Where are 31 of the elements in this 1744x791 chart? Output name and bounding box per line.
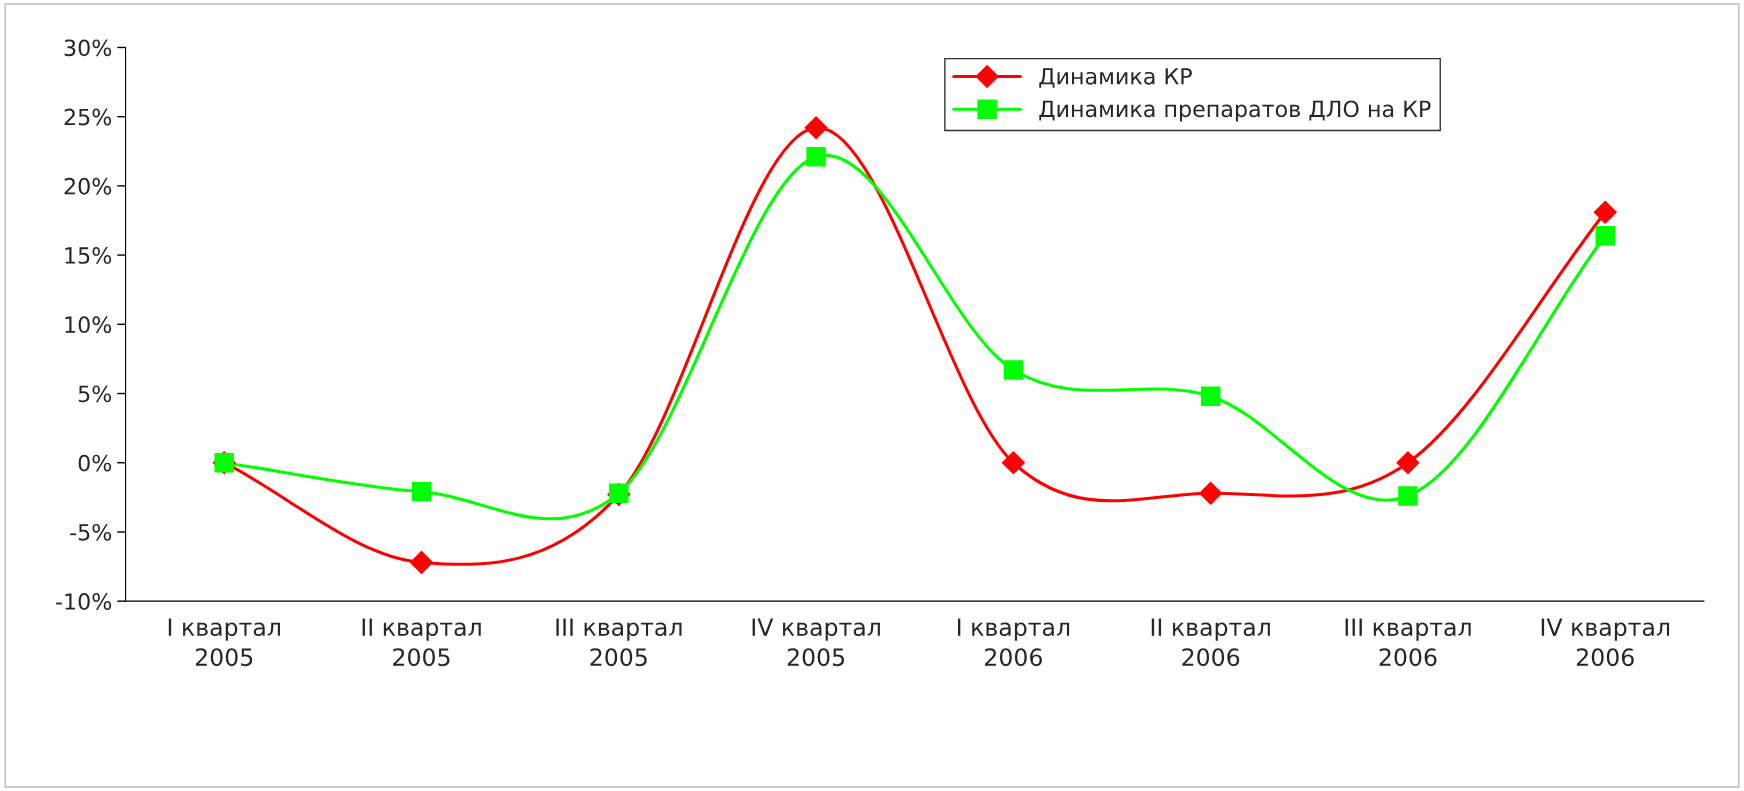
y-tick-label: 25% — [64, 108, 112, 126]
y-tick-label: 5% — [78, 385, 112, 403]
x-tick-label: I квартал 2005 — [168, 618, 280, 667]
x-tick-label: III квартал 2006 — [1345, 618, 1471, 667]
y-tick-label: 10% — [65, 316, 112, 334]
point — [1396, 451, 1420, 475]
point — [1595, 225, 1615, 246]
x-tick-label: IV квартал 2006 — [1541, 618, 1670, 667]
x-tick-label: III квартал 2005 — [556, 618, 682, 667]
y-tick-label: -10% — [56, 593, 112, 610]
point — [1003, 360, 1024, 380]
point — [1001, 451, 1025, 475]
x-tick-label: II квартал 2006 — [1151, 618, 1270, 667]
y-tick-label: 15% — [65, 247, 112, 264]
point — [804, 116, 828, 140]
point — [1398, 486, 1418, 506]
point — [1200, 386, 1221, 407]
point — [806, 147, 826, 167]
x-tick-label: IV квартал 2005 — [752, 618, 880, 667]
x-tick-label: II квартал 2005 — [362, 618, 481, 667]
point — [411, 482, 432, 502]
y-tick-label: 20% — [64, 177, 112, 195]
y-tick-label: 0% — [78, 454, 112, 472]
y-tick-label: -5% — [70, 523, 112, 541]
x-tick-label: I квартал 2006 — [957, 618, 1070, 667]
legend-label: Динамика КР — [1039, 68, 1192, 88]
point — [1593, 200, 1617, 224]
y-tick-label: 30% — [64, 39, 112, 57]
point — [1199, 481, 1223, 505]
point — [410, 550, 434, 574]
legend-label: Динамика препаратов ДЛО на КР — [1039, 100, 1431, 122]
